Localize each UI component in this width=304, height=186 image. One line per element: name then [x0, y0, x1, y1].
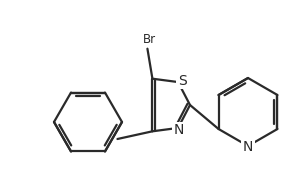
- Text: N: N: [243, 140, 253, 154]
- Text: N: N: [174, 123, 184, 137]
- Text: S: S: [178, 74, 186, 88]
- Text: Br: Br: [143, 33, 156, 46]
